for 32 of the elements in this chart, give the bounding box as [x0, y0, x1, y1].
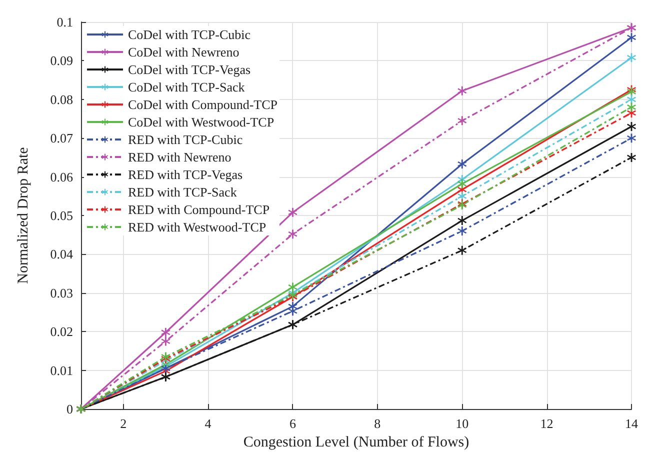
- y-tick-label: 0.02: [50, 324, 73, 340]
- x-tick-label: 6: [289, 416, 296, 431]
- y-tick-label: 0.1: [56, 14, 73, 30]
- legend-label: CoDel with Compound-TCP: [128, 97, 278, 112]
- y-tick-label: 0.04: [50, 246, 74, 262]
- y-tick-label: 0.01: [50, 362, 73, 378]
- y-tick-label: 0.08: [50, 92, 73, 107]
- y-tick-label: 0.05: [50, 208, 73, 223]
- legend-label: RED with TCP-Vegas: [128, 167, 243, 182]
- x-axis-title: Congestion Level (Number of Flows): [243, 434, 470, 450]
- y-tick-label: 0.07: [50, 130, 74, 146]
- y-tick-label: 0.09: [50, 53, 73, 68]
- y-tick-label: 0: [66, 402, 73, 416]
- x-tick-label: 12: [540, 416, 554, 431]
- legend-label: RED with Westwood-TCP: [128, 220, 266, 234]
- legend-label: RED with TCP-Sack: [128, 184, 238, 200]
- x-tick-label: 10: [456, 416, 469, 431]
- x-tick-label: 8: [374, 416, 381, 431]
- y-tick-label: 0.03: [50, 285, 73, 300]
- legend-label: RED with Compound-TCP: [128, 202, 270, 217]
- legend-label: CoDel with Westwood-TCP: [128, 114, 274, 130]
- legend-label: RED with Newreno: [128, 150, 232, 164]
- legend-label: CoDel with Newreno: [128, 44, 240, 60]
- x-tick-label: 4: [204, 416, 212, 431]
- y-axis-title: Normalized Drop Rate: [16, 146, 32, 284]
- x-tick-label: 2: [120, 416, 127, 431]
- legend-label: CoDel with TCP-Cubic: [128, 27, 251, 42]
- y-tick-label: 0.06: [50, 169, 74, 184]
- legend-label: RED with TCP-Cubic: [128, 132, 243, 147]
- legend-label: CoDel with TCP-Sack: [128, 80, 246, 94]
- legend-label: CoDel with TCP-Vegas: [128, 62, 251, 77]
- x-tick-label: 14: [625, 416, 638, 431]
